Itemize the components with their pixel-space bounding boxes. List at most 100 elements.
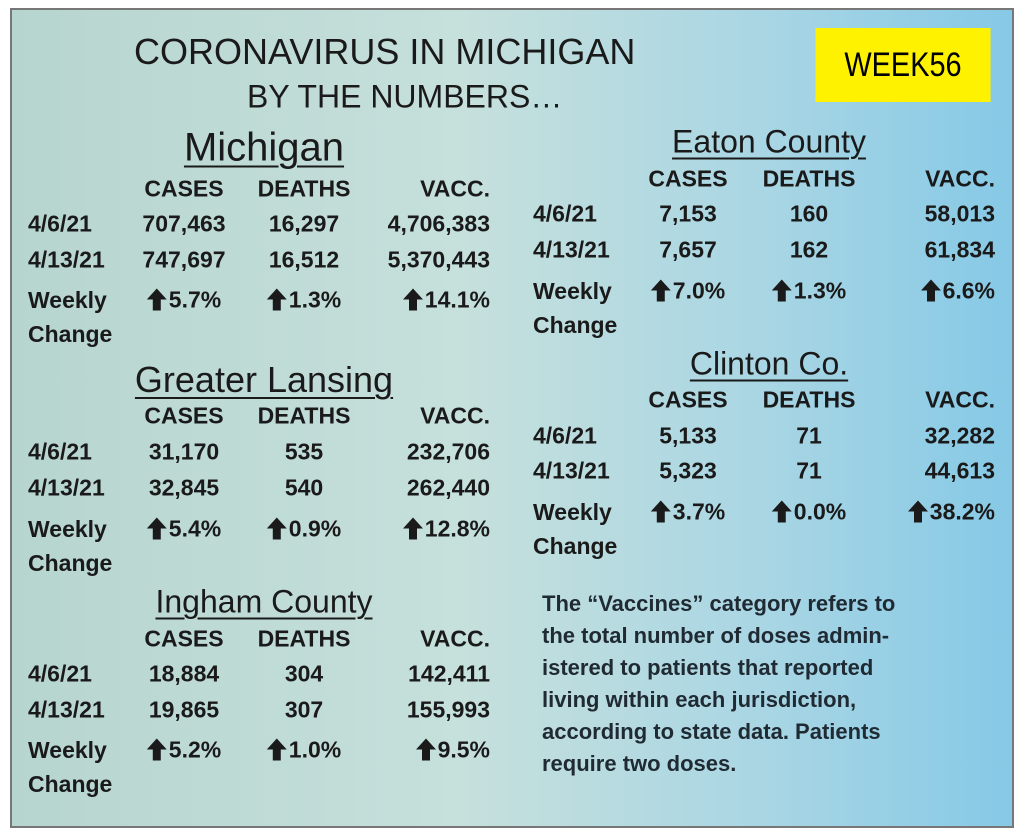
- column-header: VACC.: [420, 625, 490, 652]
- change-value: 9.5%: [415, 736, 490, 764]
- percent: 1.3%: [288, 286, 342, 313]
- change-label: Weekly Change: [28, 737, 113, 797]
- percent: 12.8%: [424, 515, 490, 542]
- cell-value: 19,865: [148, 696, 220, 723]
- change-value: 3.7%: [650, 498, 726, 526]
- cell-value: 304: [284, 660, 324, 687]
- cell-value: 160: [789, 200, 829, 227]
- note-line: the total number of doses admin-: [542, 623, 890, 648]
- row-date: 4/13/21: [533, 457, 610, 484]
- cell-value: 535: [284, 438, 324, 465]
- cell-value: 155,993: [406, 696, 490, 723]
- change-value: 5.7%: [146, 286, 222, 314]
- percent: 6.6%: [942, 277, 995, 304]
- subtitle: BY THE NUMBERS…: [247, 78, 563, 115]
- change-label: Weekly Change: [28, 516, 113, 576]
- change-value: 14.1%: [402, 286, 490, 314]
- change-label: Weekly Change: [28, 287, 113, 347]
- section-title: Clinton Co.: [689, 345, 849, 382]
- note-line: The “Vaccines” category refers to: [542, 591, 896, 616]
- cell-value: 7,153: [659, 200, 717, 227]
- column-header: DEATHS: [257, 175, 351, 202]
- change-value: 0.0%: [771, 499, 846, 526]
- cell-value: 262,440: [406, 474, 490, 501]
- up-arrow: [920, 279, 941, 302]
- cell-value: 31,170: [148, 438, 220, 465]
- row-date: 4/13/21: [28, 474, 105, 501]
- change-value: 5.2%: [146, 736, 222, 764]
- cell-value: 61,834: [924, 236, 995, 263]
- percent: 1.0%: [288, 736, 342, 763]
- column-header: CASES: [144, 625, 224, 652]
- up-arrow: [266, 738, 287, 761]
- percent: 14.1%: [424, 286, 490, 313]
- change-value: 7.0%: [650, 277, 726, 305]
- percent: 9.5%: [437, 736, 490, 763]
- infographic: CORONAVIRUS IN MICHIGAN BY THE NUMBERS… …: [10, 8, 1014, 828]
- cell-value: 540: [284, 474, 324, 501]
- up-arrow: [771, 500, 792, 523]
- row-date: 4/6/21: [28, 210, 92, 237]
- cell-value: 142,411: [408, 660, 490, 687]
- up-arrow: [146, 288, 167, 311]
- cell-value: 4,706,383: [387, 210, 490, 237]
- cell-value: 32,282: [924, 422, 995, 449]
- row-date: 4/6/21: [28, 438, 92, 465]
- cell-value: 18,884: [148, 660, 220, 687]
- row-date: 4/13/21: [533, 236, 610, 263]
- cell-value: 162: [789, 236, 829, 263]
- cell-value: 5,370,443: [387, 246, 490, 273]
- cell-value: 71: [796, 457, 822, 484]
- cell-value: 32,845: [148, 474, 220, 501]
- column-header: CASES: [648, 165, 728, 192]
- up-arrow: [771, 279, 792, 302]
- column-header: CASES: [144, 175, 224, 202]
- percent: 5.2%: [168, 736, 222, 763]
- column-header: DEATHS: [257, 625, 351, 652]
- column-header: DEATHS: [257, 402, 351, 429]
- note-line: according to state data. Patients: [542, 719, 881, 744]
- percent: 7.0%: [672, 277, 726, 304]
- change-label: Weekly Change: [533, 499, 618, 559]
- up-arrow: [266, 517, 287, 540]
- section-title: Eaton County: [672, 123, 866, 160]
- percent: 3.7%: [672, 498, 726, 525]
- cell-value: 5,133: [659, 422, 717, 449]
- title: CORONAVIRUS IN MICHIGAN: [134, 31, 636, 72]
- percent: 5.7%: [168, 286, 222, 313]
- column-header: VACC.: [420, 175, 490, 202]
- percent: 5.4%: [168, 515, 222, 542]
- up-arrow: [402, 288, 423, 311]
- up-arrow: [402, 517, 423, 540]
- column-header: VACC.: [925, 386, 995, 413]
- up-arrow: [266, 288, 287, 311]
- cell-value: 71: [796, 422, 822, 449]
- column-header: VACC.: [420, 402, 490, 429]
- up-arrow: [146, 738, 167, 761]
- section-title: Michigan: [183, 125, 345, 170]
- change-value: 12.8%: [402, 515, 490, 543]
- cell-value: 747,697: [142, 246, 226, 273]
- cell-value: 58,013: [924, 200, 995, 227]
- change-value: 0.9%: [266, 515, 342, 543]
- row-date: 4/13/21: [28, 246, 105, 273]
- section-title: Ingham County: [155, 583, 373, 620]
- row-date: 4/6/21: [533, 422, 597, 449]
- column-header: CASES: [144, 402, 224, 429]
- change-value: 1.0%: [266, 736, 342, 764]
- note-line: require two doses.: [542, 751, 737, 776]
- change-value: 38.2%: [907, 498, 995, 526]
- percent: 0.9%: [288, 515, 342, 542]
- column-header: CASES: [648, 386, 728, 413]
- column-header: VACC.: [925, 165, 995, 192]
- cell-value: 5,323: [659, 457, 717, 484]
- up-arrow: [650, 500, 671, 523]
- row-date: 4/13/21: [28, 696, 105, 723]
- up-arrow: [907, 500, 928, 523]
- up-arrow: [146, 517, 167, 540]
- percent: 1.3%: [793, 277, 847, 304]
- change-value: 5.4%: [146, 515, 222, 543]
- up-arrow: [415, 738, 436, 761]
- section-title: Greater Lansing: [134, 359, 394, 400]
- percent: 38.2%: [929, 498, 995, 525]
